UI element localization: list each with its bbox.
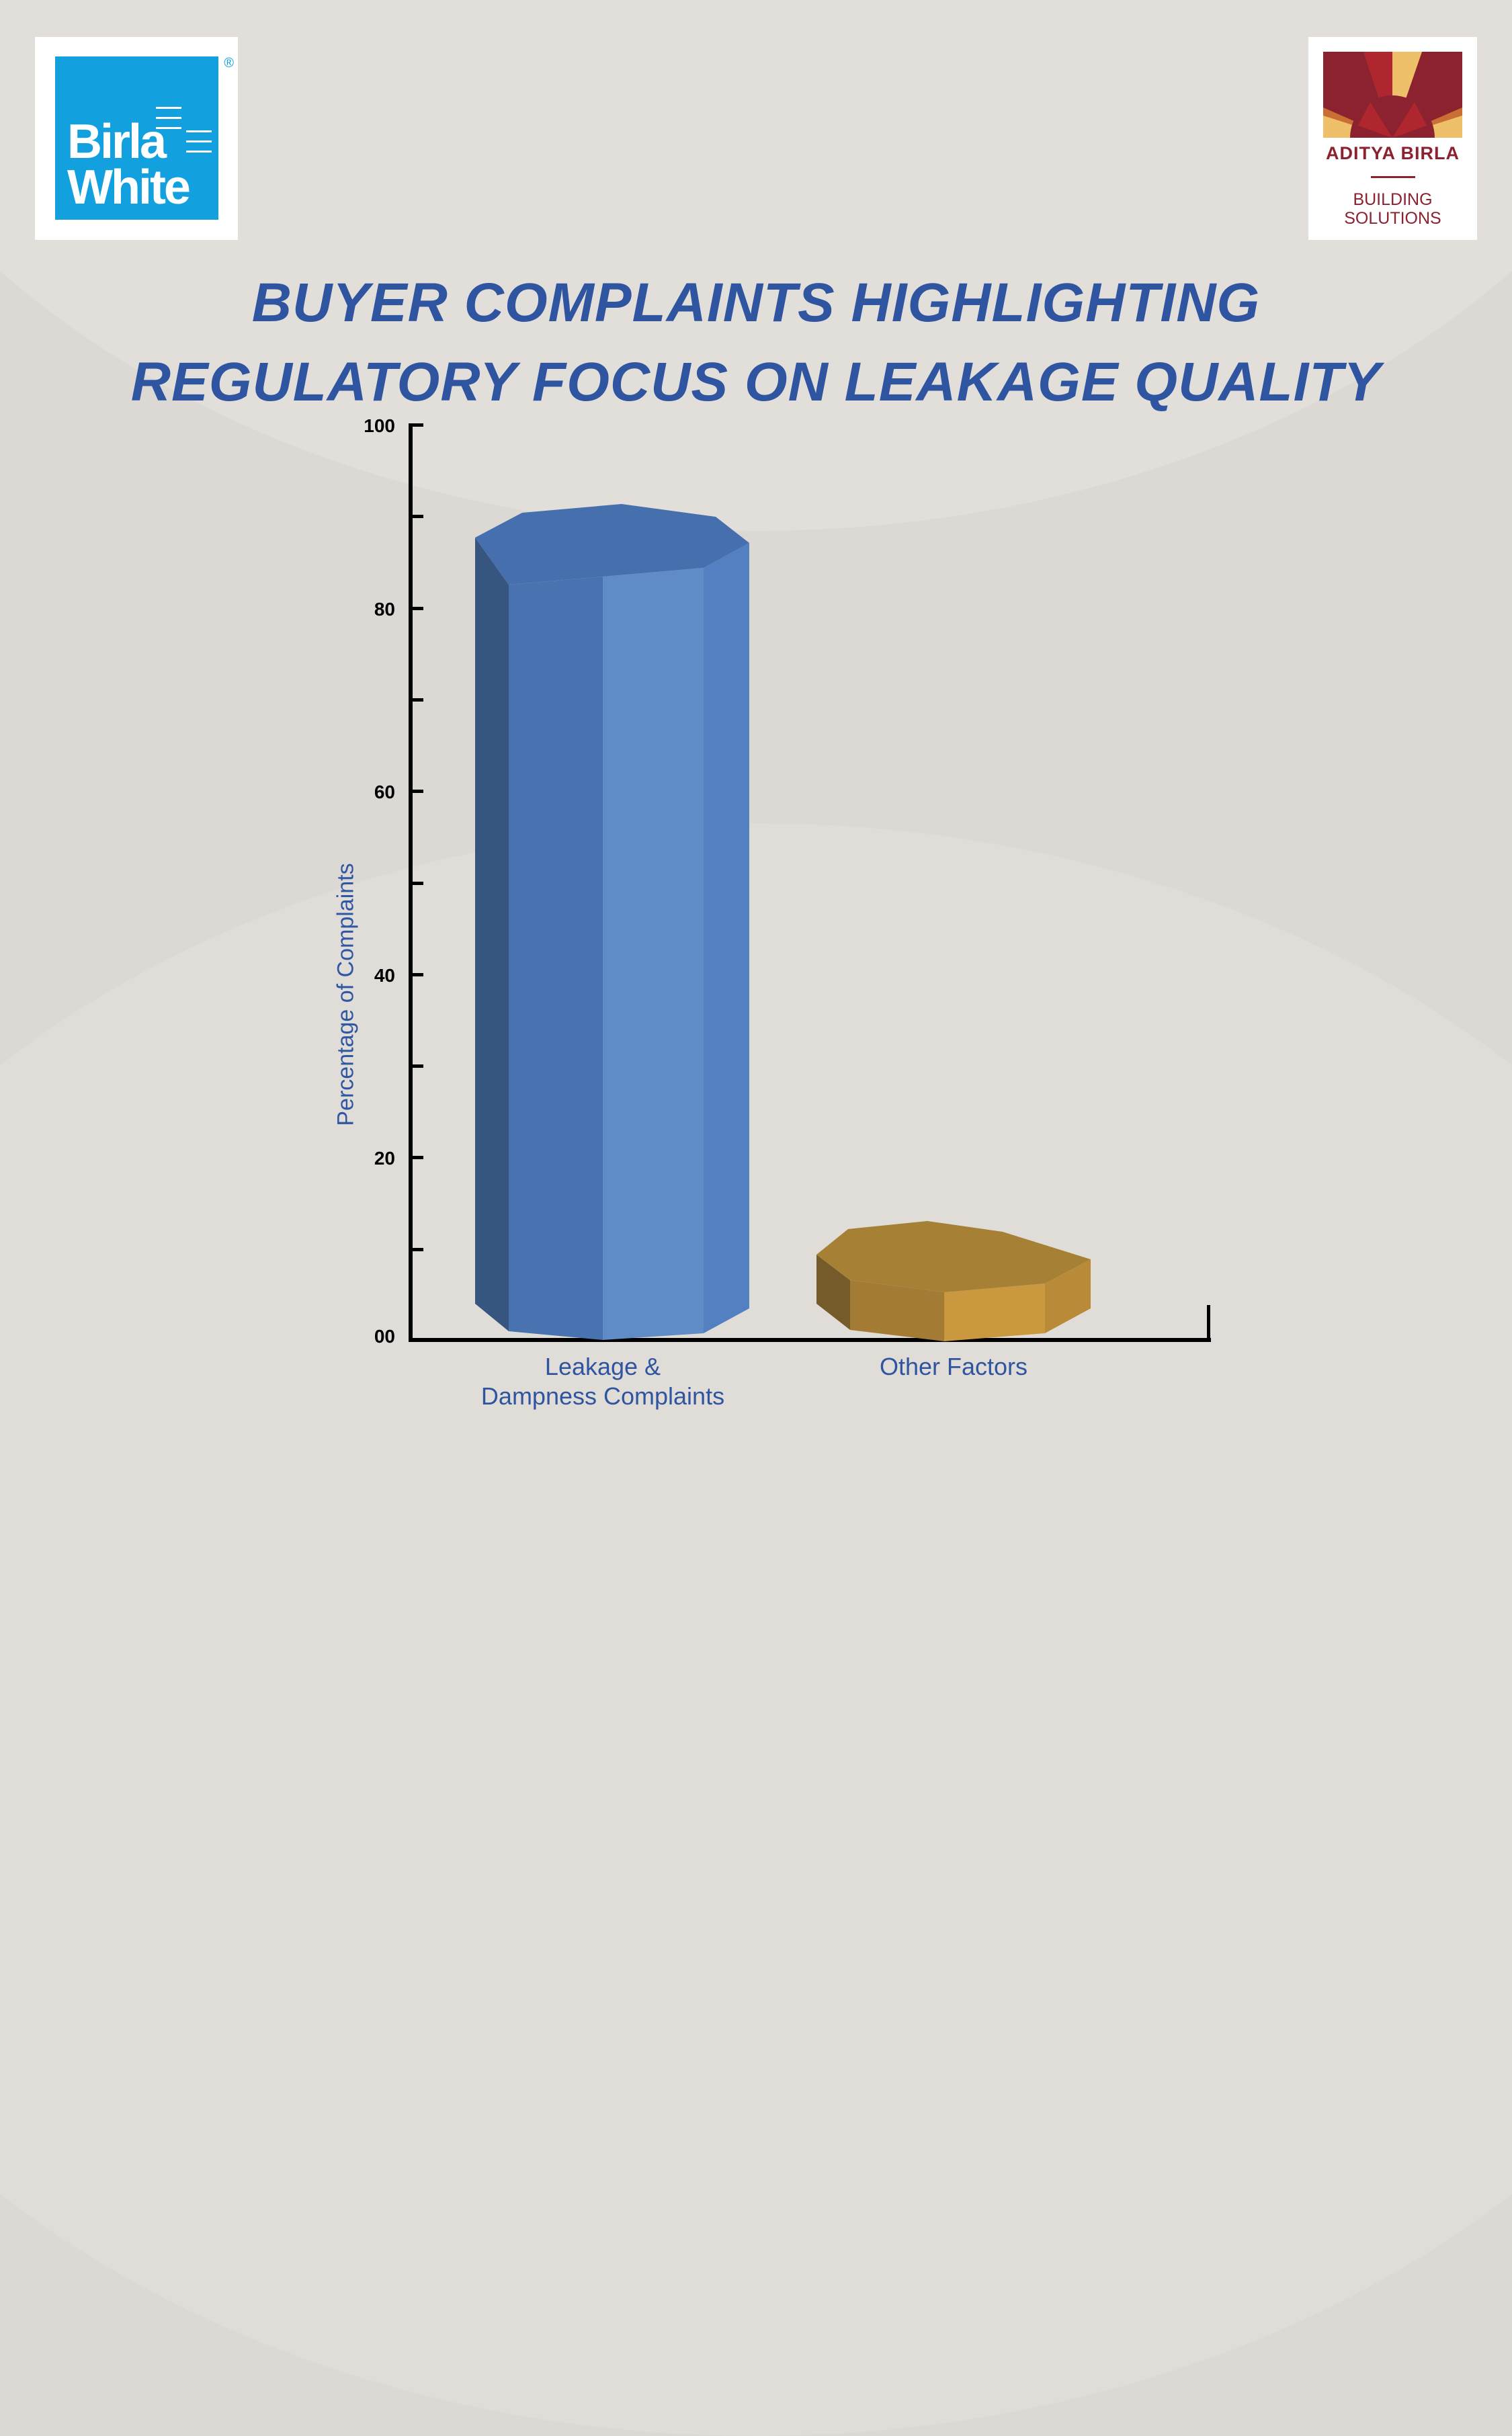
building-icon-line <box>186 151 212 153</box>
y-tick-label: 80 <box>374 599 395 620</box>
logo-word-white: White <box>67 161 191 214</box>
y-tick-label: 20 <box>374 1148 395 1169</box>
y-tick-label: 100 <box>364 415 395 436</box>
building-icon-line <box>186 140 212 142</box>
brand-subtitle-line1: BUILDING <box>1353 190 1433 209</box>
x-category-label-other: Other Factors <box>779 1352 1128 1382</box>
bar-leakage-dampness[interactable] <box>475 504 749 1340</box>
brand-divider <box>1371 176 1415 178</box>
x-label-line1: Leakage & <box>544 1353 661 1380</box>
building-icon-line <box>186 130 212 132</box>
y-axis <box>409 423 413 1342</box>
logo-blue-square: Birla White <box>55 56 218 220</box>
logo-word-birla: Birla <box>67 115 167 169</box>
building-icon <box>156 107 181 109</box>
y-tick-label: 60 <box>374 782 395 802</box>
y-tick-minor <box>411 1064 423 1068</box>
x-label-line1: Other Factors <box>879 1353 1028 1380</box>
x-category-label-leakage: Leakage & Dampness Complaints <box>428 1352 778 1411</box>
y-tick <box>411 423 423 427</box>
x-axis-end-tick <box>1207 1305 1210 1342</box>
y-tick-minor <box>411 698 423 702</box>
x-axis <box>409 1338 1211 1342</box>
y-tick-minor <box>411 515 423 518</box>
registered-mark: ® <box>224 56 234 71</box>
aditya-birla-logo: ADITYA BIRLA BUILDING SOLUTIONS <box>1308 37 1477 240</box>
y-tick-label: 40 <box>374 965 395 986</box>
building-icon-line <box>156 127 181 129</box>
chart-title: BUYER COMPLAINTS HIGHLIGHTING REGULATORY… <box>0 263 1512 422</box>
y-tick-label: 00 <box>374 1326 395 1347</box>
birla-white-logo: Birla White ® <box>35 37 238 240</box>
y-tick-minor <box>411 1248 423 1251</box>
y-tick <box>411 973 423 976</box>
chart-title-line1: BUYER COMPLAINTS HIGHLIGHTING <box>251 272 1261 333</box>
bars-layer <box>475 504 1091 1341</box>
y-tick-minor <box>411 882 423 885</box>
brand-name: ADITYA BIRLA <box>1325 143 1460 163</box>
x-label-line2: Dampness Complaints <box>480 1382 725 1410</box>
y-tick <box>411 607 423 610</box>
y-tick <box>411 1156 423 1159</box>
y-tick <box>411 790 423 793</box>
chart-title-line2: REGULATORY FOCUS ON LEAKAGE QUALITY <box>130 351 1382 413</box>
sunburst-icon <box>1323 52 1462 138</box>
bar-other-factors[interactable] <box>816 1221 1091 1341</box>
building-icon-line <box>156 117 181 119</box>
brand-subtitle-line2: SOLUTIONS <box>1344 209 1441 228</box>
brand-subtitle: BUILDING SOLUTIONS <box>1308 190 1477 228</box>
